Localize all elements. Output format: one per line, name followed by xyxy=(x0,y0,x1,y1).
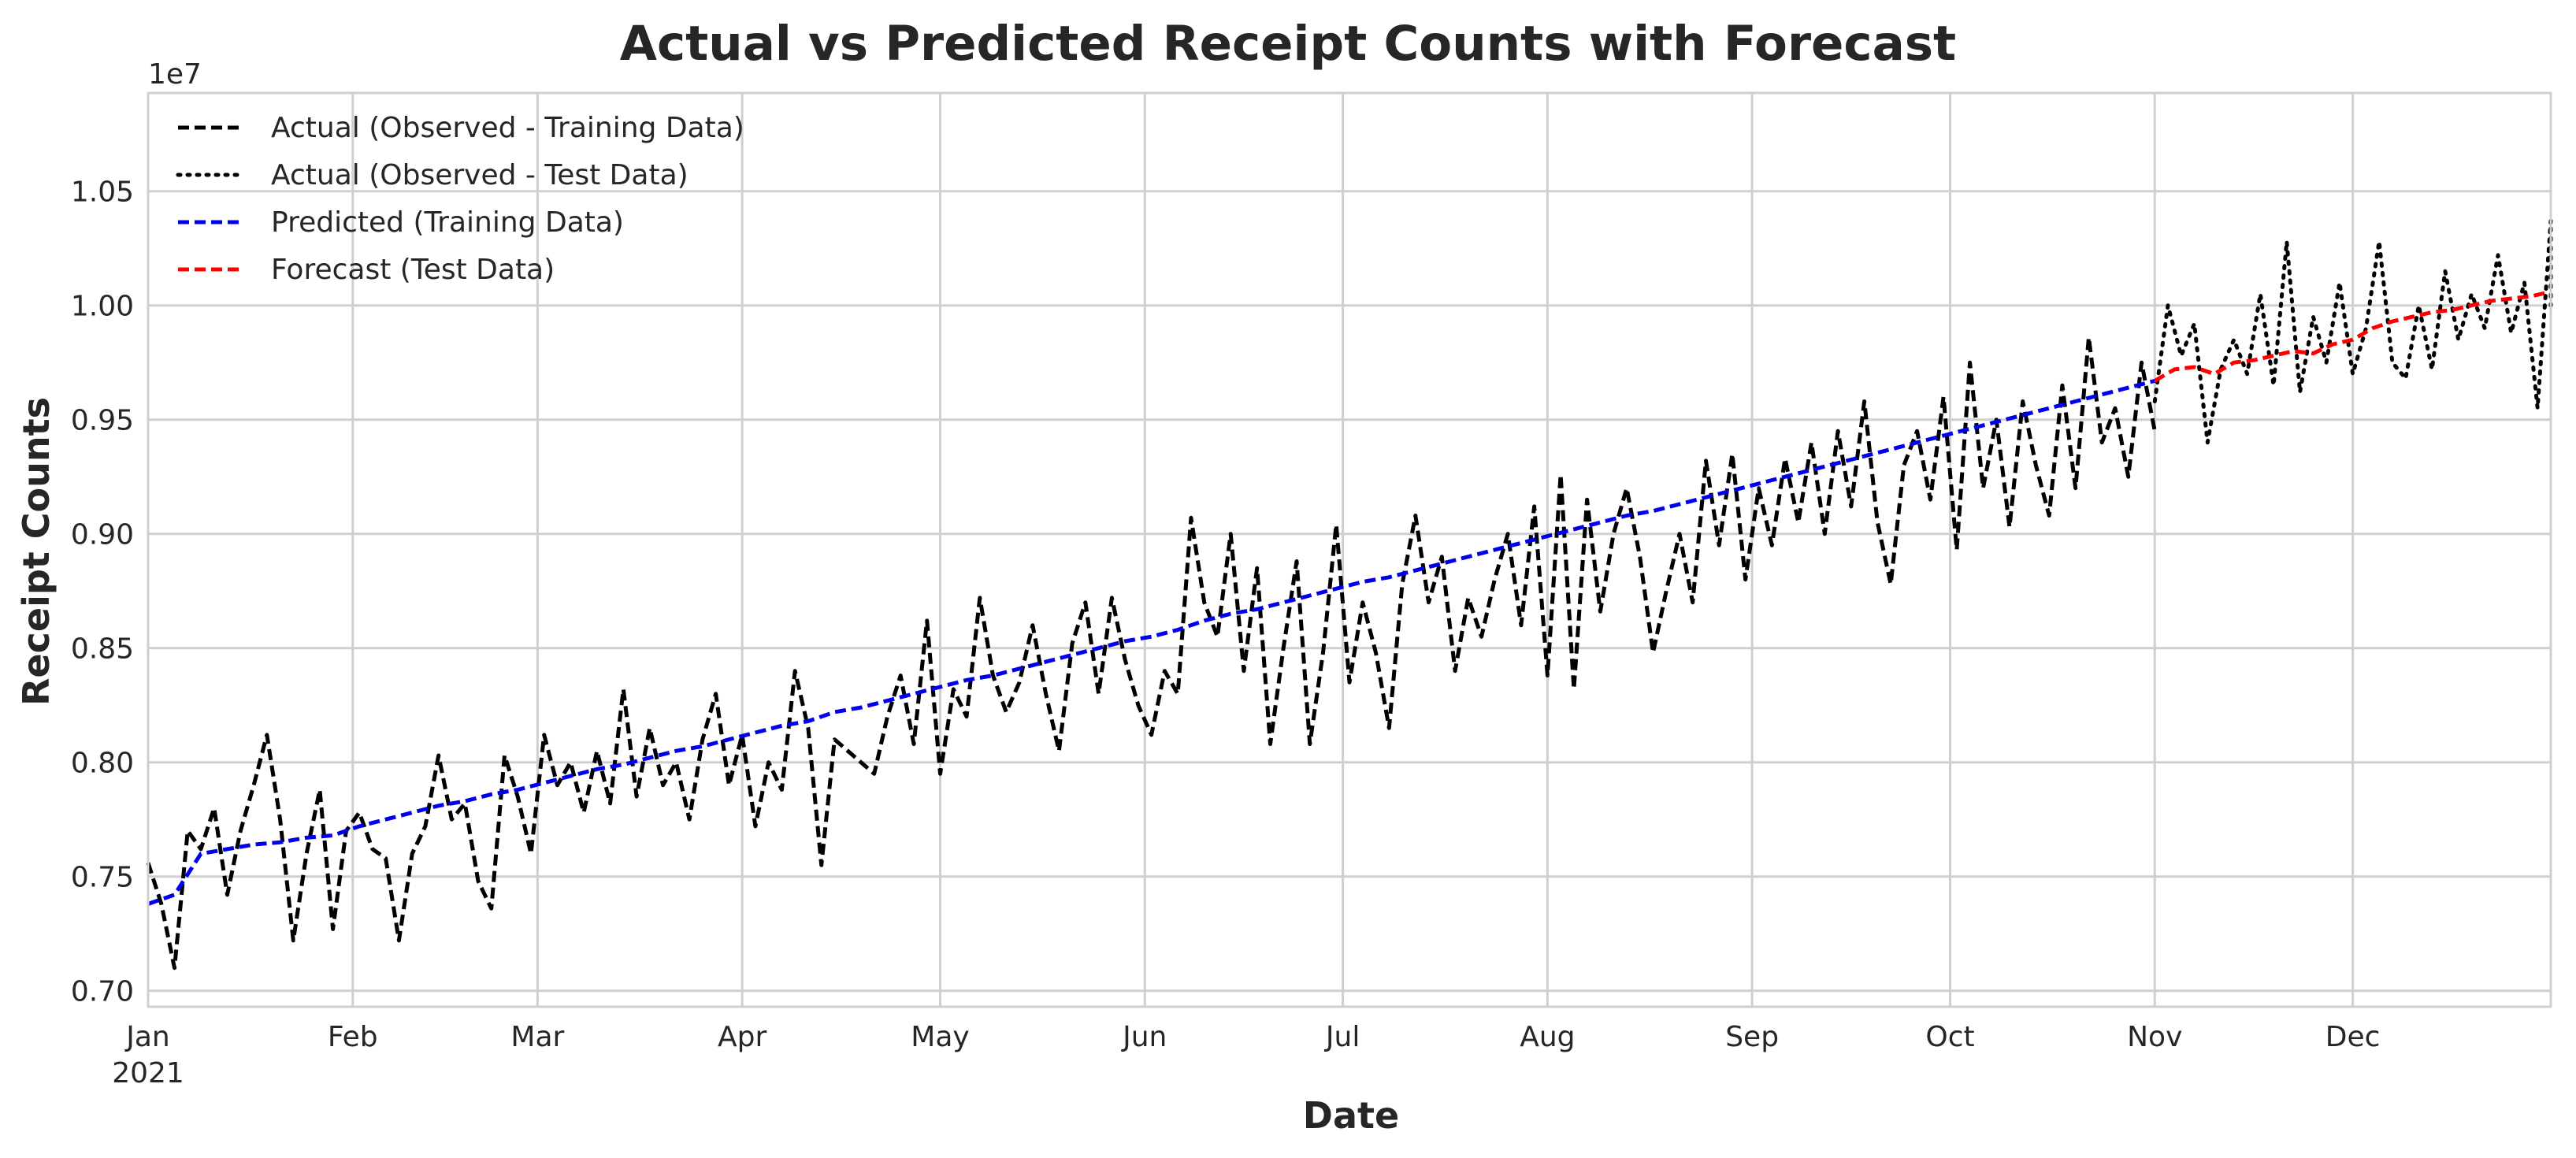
legend: Actual (Observed - Training Data) Actual … xyxy=(176,112,744,286)
plot-frame xyxy=(147,91,2552,1008)
series-layer xyxy=(146,218,2553,971)
y-axis-ticks: 0.70 0.75 0.80 0.85 0.90 0.95 1.00 1.05 xyxy=(71,176,134,1008)
x-tick-label: Jul xyxy=(1324,1021,1360,1053)
legend-label-2: Actual (Observed - Test Data) xyxy=(271,159,689,191)
chart-title: Actual vs Predicted Receipt Counts with … xyxy=(620,16,1956,72)
y-tick-label: 0.70 xyxy=(71,976,134,1008)
x-tick-label: Nov xyxy=(2127,1021,2182,1053)
series-line-1 xyxy=(146,335,2157,971)
x-tick-label: Apr xyxy=(718,1021,766,1053)
y-tick-label: 1.00 xyxy=(71,291,134,323)
legend-label-3: Predicted (Training Data) xyxy=(271,206,624,239)
x-tick-label: Sep xyxy=(1725,1021,1779,1053)
x-tick-label: Oct xyxy=(1925,1021,1974,1053)
y-tick-label: 0.95 xyxy=(71,405,134,437)
y-tick-label: 0.85 xyxy=(71,633,134,666)
y-tick-label: 1.05 xyxy=(71,176,134,209)
x-tick-sublabel: 2021 xyxy=(112,1057,184,1089)
x-tick-label: Aug xyxy=(1520,1021,1575,1053)
series-line-4 xyxy=(2154,289,2552,383)
series-line-3 xyxy=(147,378,2155,906)
x-tick-label: Mar xyxy=(510,1021,564,1053)
legend-label-1: Actual (Observed - Training Data) xyxy=(271,112,744,144)
x-axis-label: Date xyxy=(1303,1094,1399,1137)
grid xyxy=(147,93,2551,1007)
x-tick-label: Jan xyxy=(124,1021,170,1053)
x-tick-label: May xyxy=(911,1021,969,1053)
series-line-2 xyxy=(2152,218,2553,445)
y-axis-label: Receipt Counts xyxy=(15,397,58,706)
legend-label-4: Forecast (Test Data) xyxy=(271,254,555,286)
x-tick-label: Jun xyxy=(1121,1021,1167,1053)
x-tick-label: Dec xyxy=(2325,1021,2381,1053)
x-axis-ticks: Jan 2021 Feb Mar Apr May Jun Jul Aug Sep Oct Nov Dec xyxy=(112,1021,2380,1089)
x-tick-label: Feb xyxy=(328,1021,378,1053)
y-tick-label: 0.80 xyxy=(71,748,134,780)
y-tick-label: 0.90 xyxy=(71,519,134,551)
y-tick-label: 0.75 xyxy=(71,862,134,894)
y-axis-offset-label: 1e7 xyxy=(148,58,202,91)
